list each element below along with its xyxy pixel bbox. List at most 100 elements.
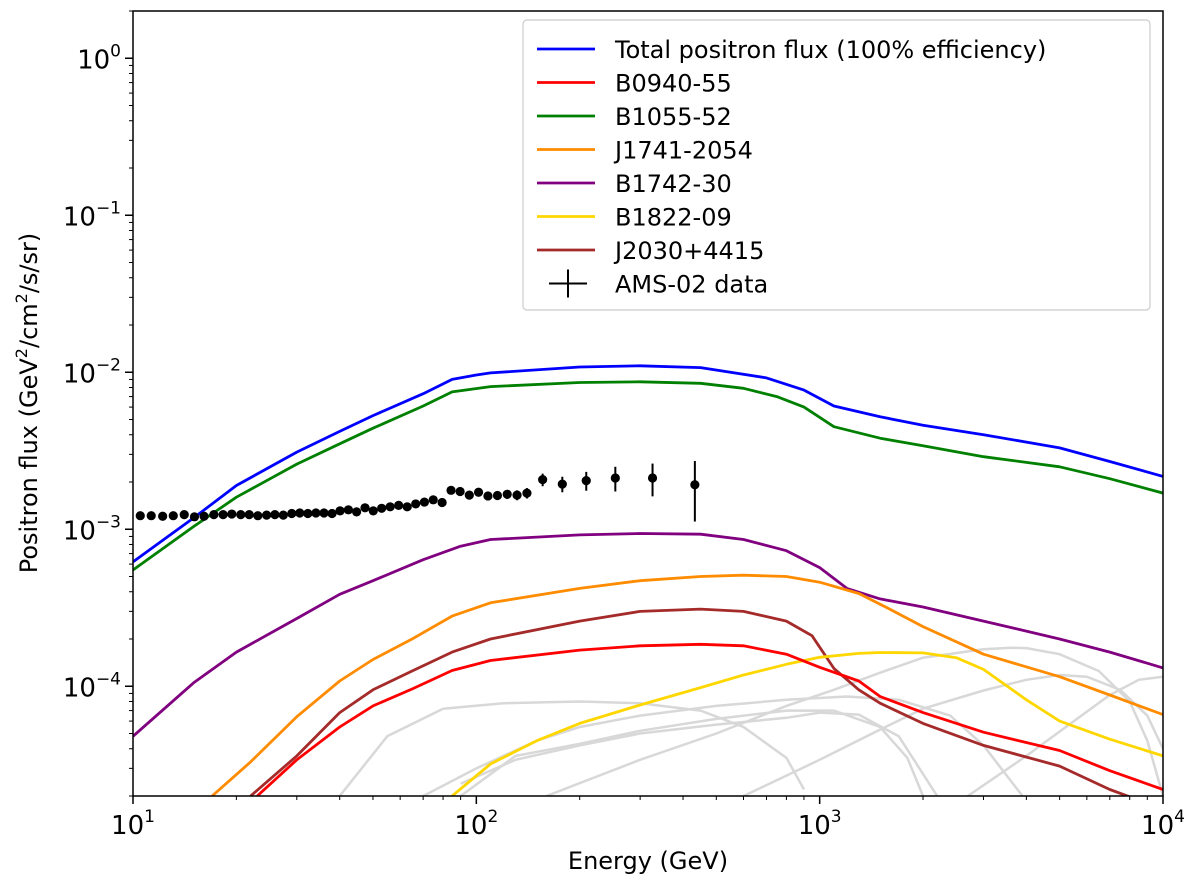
data-marker — [352, 507, 362, 517]
legend-label: J1741-2054 — [613, 137, 753, 165]
data-point — [189, 512, 200, 522]
data-point — [343, 505, 353, 515]
data-marker — [158, 511, 168, 521]
data-marker — [295, 508, 305, 518]
x-tick-label: 104 — [1141, 807, 1185, 841]
data-marker — [179, 509, 189, 520]
data-point — [455, 486, 465, 497]
legend-item: B0940-55 — [537, 70, 732, 98]
plot-frame — [132, 10, 1164, 797]
data-marker — [146, 511, 156, 521]
data-marker — [647, 473, 658, 483]
data-point — [419, 497, 430, 507]
y-tick-exponent: −3 — [96, 512, 121, 532]
data-marker — [464, 490, 474, 500]
y-tick-base: 10 — [77, 45, 110, 75]
data-marker — [218, 509, 228, 520]
legend-label: B1055-52 — [615, 103, 732, 131]
data-marker — [492, 490, 503, 501]
legend-box — [522, 19, 1151, 311]
data-point — [377, 503, 387, 513]
data-point — [295, 508, 305, 518]
x-axis-label: Energy (GeV) — [568, 847, 728, 875]
data-marker — [377, 503, 387, 513]
data-point — [319, 508, 329, 518]
series-line-b1822-09 — [451, 651, 1163, 796]
legend-item: AMS-02 data — [549, 269, 768, 299]
series-line-j2030-4415 — [249, 607, 1132, 796]
y-tick-exponent: −2 — [96, 355, 121, 375]
data-point — [512, 490, 522, 501]
data-marker — [270, 509, 280, 520]
y-tick-exponent: −1 — [96, 198, 121, 218]
background-pulsar-line — [742, 673, 1163, 796]
legend-label: J2030+4415 — [613, 237, 764, 265]
data-point — [236, 509, 246, 520]
data-marker — [236, 509, 246, 520]
legend-item: J2030+4415 — [537, 237, 764, 265]
data-point — [446, 485, 456, 495]
x-tick-base: 10 — [798, 811, 831, 841]
data-marker — [411, 499, 421, 509]
series-lines — [133, 364, 1163, 796]
data-point — [135, 511, 145, 521]
data-marker — [253, 511, 263, 521]
data-point — [278, 510, 288, 520]
y-tick-label: 100 — [77, 41, 121, 75]
data-point — [218, 509, 228, 520]
x-tick-exponent: 3 — [831, 807, 842, 827]
data-marker — [319, 508, 329, 518]
legend-label: B0940-55 — [615, 70, 732, 98]
background-pulsar-line — [460, 711, 939, 796]
x-tick-base: 10 — [454, 811, 487, 841]
background-pulsar-lines — [338, 646, 1163, 796]
legend-item: B1055-52 — [537, 103, 732, 131]
data-point — [311, 508, 321, 518]
legend-label: Total positron flux (100% efficiency) — [614, 36, 1046, 64]
data-marker — [690, 480, 700, 490]
data-point — [146, 511, 156, 521]
data-point — [227, 509, 237, 519]
data-marker — [428, 495, 438, 505]
x-tick-exponent: 4 — [1174, 807, 1185, 827]
y-tick-base: 10 — [63, 516, 96, 546]
data-point — [411, 499, 421, 509]
data-point — [402, 502, 412, 512]
data-point — [287, 508, 297, 519]
data-marker — [394, 500, 404, 510]
data-point — [464, 490, 474, 500]
data-marker — [483, 491, 493, 501]
data-marker — [244, 509, 254, 520]
background-pulsar-line — [459, 709, 925, 796]
data-marker — [581, 476, 591, 486]
data-marker — [538, 475, 548, 485]
data-marker — [135, 511, 145, 521]
data-marker — [278, 510, 288, 520]
data-point — [244, 509, 254, 520]
y-tick-exponent: 0 — [110, 41, 121, 61]
data-point — [522, 488, 532, 499]
data-marker — [455, 486, 465, 497]
data-point — [581, 471, 591, 491]
x-tick-base: 10 — [1141, 811, 1174, 841]
data-point — [538, 473, 548, 487]
y-axis-label-sup-2: 2 — [12, 293, 31, 303]
legend-item: B1742-30 — [537, 170, 732, 198]
data-point — [360, 503, 370, 513]
data-marker — [189, 512, 200, 522]
y-tick-exponent: −4 — [96, 669, 121, 689]
data-marker — [522, 488, 532, 498]
data-point — [168, 511, 178, 521]
background-pulsar-line — [338, 700, 806, 796]
background-pulsar-line — [967, 675, 1163, 796]
data-marker — [209, 509, 219, 520]
y-tick-label: 10−1 — [63, 198, 121, 232]
y-axis-label-part-e: /s/sr) — [15, 233, 43, 293]
data-point — [262, 510, 272, 520]
data-point — [428, 495, 438, 505]
data-marker — [303, 508, 313, 519]
series-line-b0940-55 — [256, 642, 1163, 796]
data-point — [352, 507, 362, 517]
data-marker — [610, 473, 620, 483]
data-marker — [402, 502, 412, 512]
